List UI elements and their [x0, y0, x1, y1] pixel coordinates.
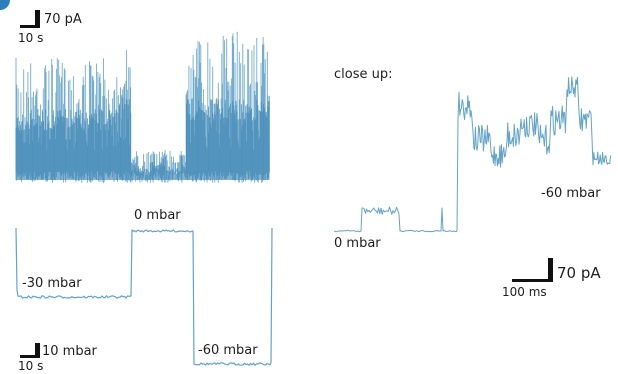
current-scale-y-label: 70 pA	[44, 12, 82, 27]
closeup-label-0mbar: 0 mbar	[334, 236, 381, 251]
closeup-scale-bar-vertical	[548, 258, 553, 282]
closeup-label-neg60mbar: -60 mbar	[541, 186, 601, 201]
pressure-scale-bar-horizontal	[20, 355, 40, 358]
pressure-scale-x-label: 10 s	[18, 359, 44, 373]
current-scale-bar-vertical	[35, 10, 40, 28]
pressure-scale-y-label: 10 mbar	[42, 344, 97, 359]
closeup-current-line	[333, 76, 612, 233]
closeup-scale-bar-horizontal	[512, 279, 553, 282]
closeup-current-trace	[333, 76, 612, 233]
protocol-label-0: 0 mbar	[134, 208, 181, 223]
current-trace-core	[15, 86, 270, 180]
closeup-scale-x-label: 100 ms	[502, 285, 547, 299]
current-scale-bar-horizontal	[20, 25, 40, 28]
protocol-label-neg30: -30 mbar	[22, 276, 82, 291]
protocol-label-neg60: -60 mbar	[198, 343, 258, 358]
pressure-protocol-line	[15, 227, 273, 366]
closeup-scale-y-label: 70 pA	[557, 264, 601, 282]
pressure-scale-bar-vertical	[35, 343, 40, 358]
current-trace	[15, 31, 270, 183]
current-scale-x-label: 10 s	[18, 31, 44, 45]
pressure-protocol-trace	[15, 227, 273, 366]
corner-accent	[0, 0, 10, 10]
closeup-title: close up:	[334, 67, 393, 82]
